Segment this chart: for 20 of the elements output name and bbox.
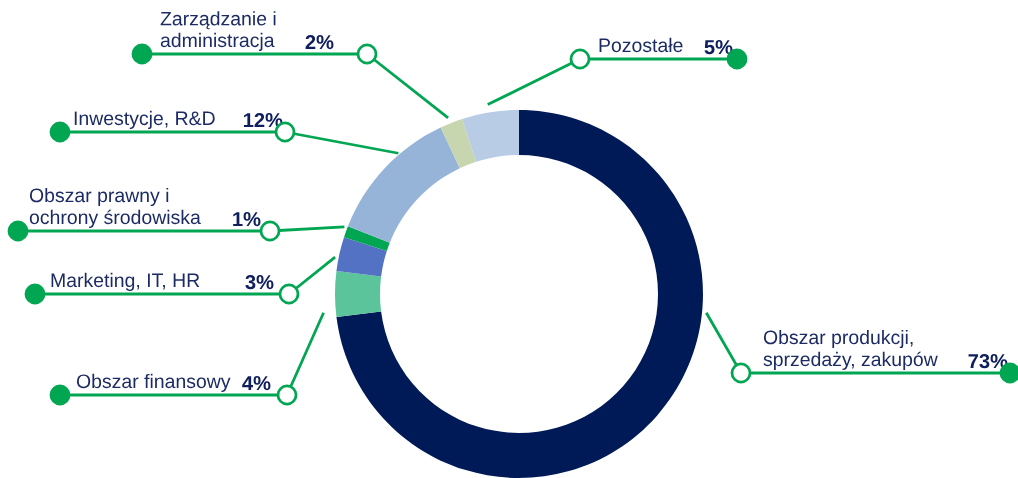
donut-slice: [462, 110, 519, 162]
data-label: 4%: [242, 375, 271, 391]
donut-slice: [347, 127, 460, 243]
slice-label: Marketing, IT, HR: [51, 272, 200, 291]
data-label: 5%: [704, 39, 733, 55]
donut-slice: [336, 237, 387, 277]
data-label: 3%: [245, 274, 274, 290]
donut-slice: [440, 119, 477, 169]
slice-label: Inwestycje, R&D: [74, 110, 215, 129]
slice-label: Obszar finansowy: [76, 373, 231, 392]
slice-label: Pozostałe: [599, 37, 683, 53]
slice-label: Zarządzanie i administracja: [160, 11, 276, 51]
donut-slice: [344, 226, 390, 252]
slice-label: Obszar produkcji, sprzedaży, zakupów: [763, 329, 938, 370]
donut-slice: [336, 110, 703, 478]
data-label: 1%: [233, 211, 261, 227]
data-label: 2%: [305, 34, 334, 50]
data-label: 73%: [968, 353, 1008, 369]
donut-slice: [335, 270, 382, 318]
slice-label: Obszar prawny i ochrony środowiska: [29, 187, 201, 228]
